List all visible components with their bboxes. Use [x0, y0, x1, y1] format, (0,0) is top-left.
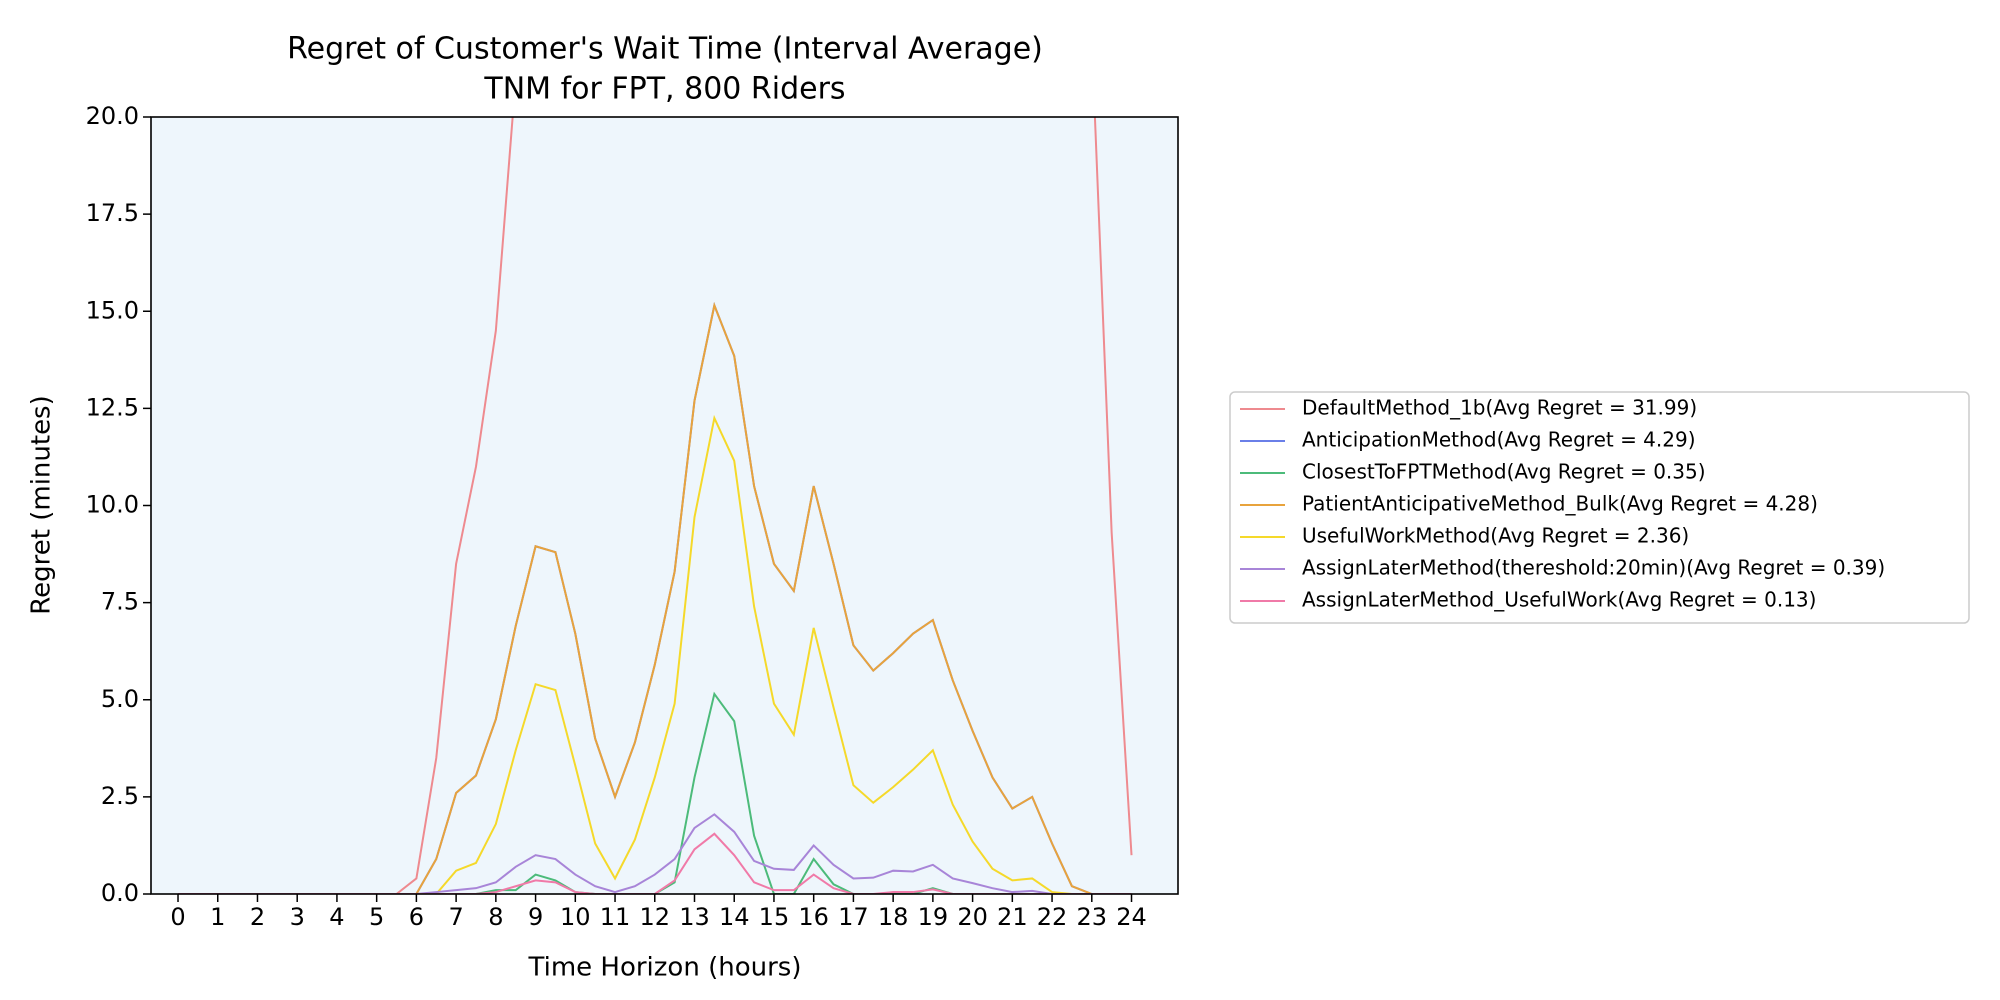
y-tick-label: 17.5: [86, 199, 139, 227]
y-tick-label: 7.5: [101, 588, 139, 616]
plot-area: [178, 117, 1133, 894]
y-tick-label: 20.0: [86, 102, 139, 130]
chart-subtitle: TNM for FPT, 800 Riders: [483, 72, 845, 107]
y-tick-label: 5.0: [101, 685, 139, 713]
chart-title: Regret of Customer's Wait Time (Interval…: [287, 32, 1043, 67]
legend-label: ClosestToFPTMethod(Avg Regret = 0.35): [1302, 460, 1706, 484]
series-line: [178, 301, 1132, 894]
x-tick-label: 2: [250, 903, 265, 931]
x-axis-label: Time Horizon (hours): [528, 953, 802, 983]
x-tick-label: 1: [210, 903, 225, 931]
legend-label: AnticipationMethod(Avg Regret = 4.29): [1302, 428, 1696, 452]
x-tick-label: 16: [798, 903, 829, 931]
x-tick-label: 12: [639, 903, 670, 931]
x-tick-label: 14: [719, 903, 750, 931]
y-tick-label: 0.0: [101, 879, 139, 907]
legend-box: [1229, 391, 1970, 624]
x-tick-label: 10: [560, 903, 591, 931]
legend-label: AssignLaterMethod_UsefulWork(Avg Regret …: [1302, 588, 1816, 612]
x-tick-label: 21: [997, 903, 1028, 931]
x-tick-label: 24: [1116, 903, 1147, 931]
plot-background: [151, 117, 1178, 894]
x-tick-label: 15: [759, 903, 790, 931]
x-tick-label: 0: [170, 903, 185, 931]
x-tick-label: 4: [329, 903, 344, 931]
legend-label: PatientAnticipativeMethod_Bulk(Avg Regre…: [1302, 492, 1818, 516]
x-tick-label: 19: [918, 903, 949, 931]
x-tick-label: 11: [600, 903, 631, 931]
legend-label: DefaultMethod_1b(Avg Regret = 31.99): [1302, 396, 1697, 420]
x-tick-label: 13: [679, 903, 710, 931]
series-line: [178, 414, 1132, 894]
x-tick-label: 6: [409, 903, 424, 931]
y-tick-label: 15.0: [86, 296, 139, 324]
x-tick-label: 18: [878, 903, 909, 931]
series-line: [178, 813, 1132, 894]
y-tick-label: 12.5: [86, 393, 139, 421]
legend-label: AssignLaterMethod(thereshold:20min)(Avg …: [1302, 556, 1885, 580]
x-tick-label: 20: [957, 903, 988, 931]
x-tick-label: 17: [838, 903, 869, 931]
x-tick-label: 3: [290, 903, 305, 931]
y-axis-label: Regret (minutes): [27, 395, 57, 615]
x-tick-label: 7: [448, 903, 463, 931]
x-tick-label: 22: [1037, 903, 1068, 931]
x-tick-label: 9: [528, 903, 543, 931]
x-tick-label: 5: [369, 903, 384, 931]
legend-label: UsefulWorkMethod(Avg Regret = 2.36): [1302, 524, 1689, 548]
y-tick-label: 10.0: [86, 491, 139, 519]
x-tick-label: 8: [488, 903, 503, 931]
y-tick-label: 2.5: [101, 782, 139, 810]
x-tick-label: 23: [1077, 903, 1108, 931]
